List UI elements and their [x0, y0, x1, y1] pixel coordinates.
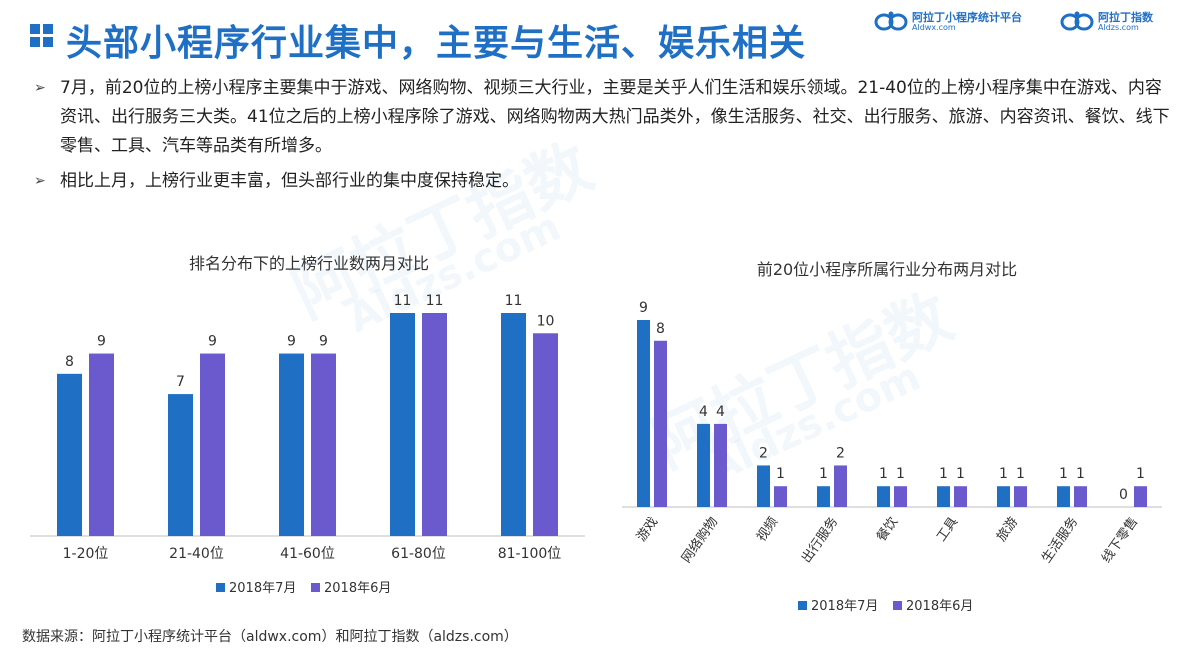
data-label: 1 [1136, 466, 1145, 482]
data-label: 1 [1059, 466, 1068, 482]
bar-jul [279, 353, 304, 536]
category-label: 出行服务 [798, 514, 841, 566]
bar-jun [1014, 486, 1027, 507]
bar-jun [1074, 486, 1087, 507]
data-label: 4 [699, 404, 708, 420]
bar-jun [533, 333, 558, 536]
bar-jun [894, 486, 907, 507]
data-label: 2 [759, 445, 768, 461]
data-label: 11 [394, 293, 412, 309]
data-label: 9 [319, 334, 328, 350]
title-grid-icon [30, 24, 54, 48]
category-label: 视频 [754, 515, 781, 545]
legend-swatch [893, 601, 902, 610]
data-label: 1 [999, 466, 1008, 482]
category-label: 81-100位 [498, 546, 562, 562]
bar-jul [637, 320, 650, 507]
aladdin-logo-icon [1060, 11, 1094, 31]
bar-jul [697, 423, 710, 507]
bar-jul [390, 313, 415, 536]
data-label: 1 [819, 466, 828, 482]
data-label: 1 [939, 466, 948, 482]
data-label: 1 [1076, 466, 1085, 482]
bar-jul [877, 486, 890, 507]
arrow-bullet-icon: ➢ [34, 173, 46, 189]
bullet-item: ➢ 7月，前20位的上榜小程序主要集中于游戏、网络购物、视频三大行业，主要是关乎… [34, 74, 1174, 161]
data-label: 8 [656, 321, 665, 337]
data-label: 11 [505, 293, 523, 309]
legend-swatch [798, 601, 807, 610]
data-label: 2 [836, 445, 845, 461]
data-label: 0 [1119, 487, 1128, 503]
bar-jul [1057, 486, 1070, 507]
bar-jun [774, 486, 787, 507]
bar-jun [89, 353, 114, 536]
data-label: 7 [176, 374, 185, 390]
bar-jul [57, 373, 82, 536]
legend-label: 2018年7月 [811, 599, 878, 614]
bar-jun [714, 423, 727, 507]
logo-group: 阿拉丁小程序统计平台 Aldwx.com 阿拉丁指数 Aldzs.com [874, 8, 1174, 36]
data-label: 10 [537, 313, 555, 329]
bar-jun [422, 313, 447, 536]
chart-title: 排名分布下的上榜行业数两月对比 [189, 254, 429, 273]
page-title: 头部小程序行业集中，主要与生活、娱乐相关 [66, 23, 807, 64]
legend-label: 2018年6月 [906, 599, 973, 614]
category-label: 网络购物 [678, 514, 721, 566]
category-label: 餐饮 [873, 514, 901, 544]
legend-swatch [311, 583, 320, 592]
bar-jun [311, 353, 336, 536]
logo-name: 阿拉丁指数 [1098, 11, 1153, 24]
category-label: 工具 [934, 515, 961, 545]
data-label: 1 [896, 466, 905, 482]
data-label: 9 [287, 334, 296, 350]
category-label: 游戏 [634, 515, 661, 545]
bar-jun [954, 486, 967, 507]
arrow-bullet-icon: ➢ [34, 80, 46, 96]
aladdin-logo-icon [874, 11, 908, 31]
data-label: 9 [639, 300, 648, 316]
bar-jun [834, 465, 847, 507]
data-label: 11 [426, 293, 444, 309]
bullet-item: ➢ 相比上月，上榜行业更丰富，但头部行业的集中度保持稳定。 [34, 167, 1174, 196]
data-label: 8 [65, 354, 74, 370]
category-label: 1-20位 [63, 546, 109, 562]
bar-jun [1134, 486, 1147, 507]
bullet-text: 7月，前20位的上榜小程序主要集中于游戏、网络购物、视频三大行业，主要是关乎人们… [60, 78, 1170, 156]
category-label: 生活服务 [1038, 514, 1081, 566]
data-label: 1 [776, 466, 785, 482]
data-label: 1 [956, 466, 965, 482]
bullet-list: ➢ 7月，前20位的上榜小程序主要集中于游戏、网络购物、视频三大行业，主要是关乎… [34, 74, 1174, 202]
category-label: 41-60位 [280, 546, 335, 562]
logo-url: Aldzs.com [1098, 23, 1139, 32]
legend-label: 2018年6月 [324, 581, 391, 596]
category-label: 61-80位 [391, 546, 446, 562]
bar-jul [501, 313, 526, 536]
legend-swatch [216, 583, 225, 592]
bullet-text: 相比上月，上榜行业更丰富，但头部行业的集中度保持稳定。 [60, 171, 519, 191]
bar-jul [937, 486, 950, 507]
data-label: 1 [1016, 466, 1025, 482]
bar-jun [654, 340, 667, 507]
bar-jul [817, 486, 830, 507]
chart-title: 前20位小程序所属行业分布两月对比 [757, 260, 1017, 279]
data-label: 9 [97, 334, 106, 350]
bar-jul [168, 394, 193, 536]
data-source-note: 数据来源：阿拉丁小程序统计平台（aldwx.com）和阿拉丁指数（aldzs.c… [22, 629, 518, 645]
category-label: 线下零售 [1098, 514, 1141, 566]
rank-distribution-chart: 排名分布下的上榜行业数两月对比 8 9 1-20位 7 9 21-40位 9 9 41-60位 11… [30, 254, 585, 596]
legend-label: 2018年7月 [229, 581, 296, 596]
category-label: 旅游 [994, 515, 1021, 545]
bar-jul [997, 486, 1010, 507]
bar-jul [757, 465, 770, 507]
data-label: 4 [716, 404, 725, 420]
logo-url: Aldwx.com [912, 23, 956, 32]
logo-name: 阿拉丁小程序统计平台 [912, 11, 1022, 24]
bar-jun [200, 353, 225, 536]
data-label: 1 [879, 466, 888, 482]
category-label: 21-40位 [169, 546, 224, 562]
data-label: 9 [208, 334, 217, 350]
